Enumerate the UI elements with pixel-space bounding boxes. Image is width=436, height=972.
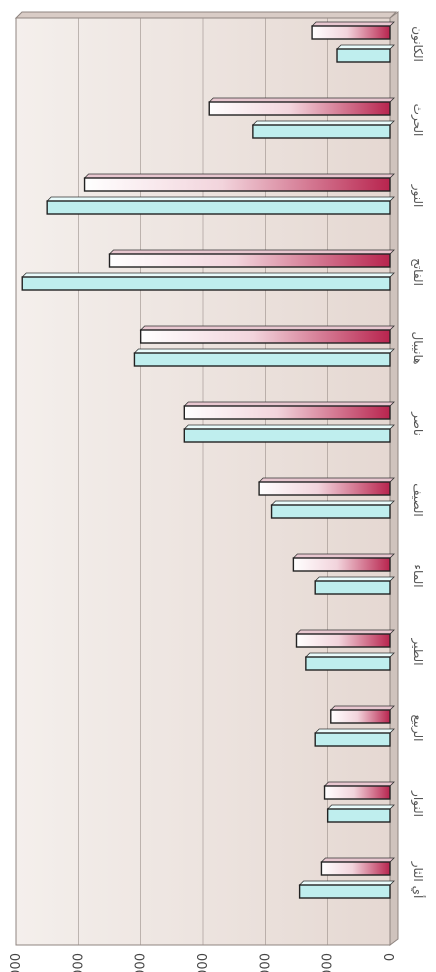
bar-series-a <box>183 428 391 443</box>
bar-series-b <box>330 709 391 724</box>
category-axis-labels: الكانون الحرث النور الفاتح هانيبال ناصر الصيف ا… <box>410 26 426 898</box>
bar-series-a <box>314 732 391 747</box>
bar-series-b <box>208 101 391 116</box>
bar-series-b <box>139 329 391 344</box>
bars <box>21 21 395 899</box>
value-tick-label: 5000 <box>71 953 86 972</box>
value-axis-ticks: 0 1000 2000 3000 4000 5000 6000 <box>9 953 398 972</box>
category-label: الطير <box>410 637 425 665</box>
bar-series-a <box>252 124 391 139</box>
category-label: ناصر <box>410 411 425 436</box>
category-label: هانيبال <box>411 332 425 365</box>
bar-series-b <box>83 177 391 192</box>
category-label: النوار <box>410 790 425 817</box>
bar-series-b <box>311 25 391 40</box>
category-label: الماء <box>411 564 425 587</box>
value-tick-label: 1000 <box>321 953 336 972</box>
bar-series-a <box>314 580 391 595</box>
bar-series-a <box>270 504 391 519</box>
value-tick-label: 3000 <box>196 953 211 972</box>
bar-series-a <box>298 884 391 899</box>
bar-series-b <box>183 405 391 420</box>
category-label: الفاتح <box>411 258 425 286</box>
value-tick-label: 2000 <box>258 953 273 972</box>
bar-series-a <box>305 656 391 671</box>
value-tick-label: 4000 <box>134 953 149 972</box>
bar-series-a <box>336 48 391 63</box>
bar-series-a <box>21 276 391 291</box>
bar-series-b <box>323 785 391 800</box>
bar-series-b <box>295 633 391 648</box>
bar-series-a <box>133 352 391 367</box>
bar-series-a <box>326 808 391 823</box>
category-label: الصيف <box>411 483 425 516</box>
bar-series-b <box>108 253 391 268</box>
category-label: النور <box>410 184 425 208</box>
category-label: الربيع <box>410 715 425 742</box>
value-tick-label: 6000 <box>9 953 24 972</box>
category-label: الكانون <box>410 26 425 62</box>
category-label: الحرث <box>410 104 425 137</box>
bar-series-a <box>46 200 391 215</box>
plot-top-wall <box>14 11 398 19</box>
bar-series-b <box>320 861 391 876</box>
value-tick-label: 0 <box>383 953 398 961</box>
bar-series-b <box>258 481 391 496</box>
category-label: أي الثار <box>410 861 426 899</box>
bar-series-b <box>292 557 391 572</box>
